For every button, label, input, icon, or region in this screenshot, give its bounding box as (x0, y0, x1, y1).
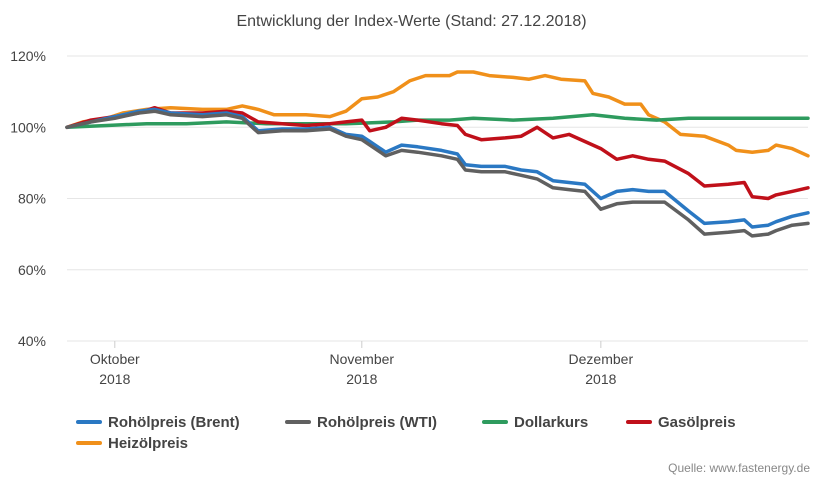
x-tick-month-1: November (330, 351, 395, 367)
y-tick-label-4: 120% (10, 48, 46, 64)
chart-title: Entwicklung der Index-Werte (Stand: 27.1… (236, 13, 586, 30)
series-line-0 (65, 70, 810, 158)
legend-label-4: Heizölpreis (108, 435, 188, 452)
source-note: Quelle: www.fastenergy.de (668, 461, 810, 475)
y-tick-label-0: 40% (18, 333, 46, 349)
x-tick-year-1: 2018 (346, 371, 377, 387)
legend: Rohölpreis (Brent) Rohölpreis (WTI) Dollar… (76, 414, 736, 452)
x-tick-year-0: 2018 (99, 371, 130, 387)
legend-label-2: Dollarkurs (514, 414, 588, 431)
series-line-2 (65, 105, 810, 201)
series-line-4 (65, 109, 810, 238)
y-tick-label-3: 100% (10, 119, 46, 135)
legend-label-3: Gasölpreis (658, 414, 736, 431)
grid-lines (67, 55, 808, 342)
x-axis-ticks: Oktober 2018 November 2018 Dezember 2018 (90, 341, 634, 387)
y-axis-ticks: 40% 60% 80% 100% 120% (10, 48, 46, 349)
x-tick-month-2: Dezember (569, 351, 634, 367)
series-line-3 (65, 107, 810, 229)
legend-label-0: Rohölpreis (Brent) (108, 414, 240, 431)
series-line-1 (65, 113, 810, 130)
x-tick-year-2: 2018 (585, 371, 616, 387)
legend-label-1: Rohölpreis (WTI) (317, 414, 437, 431)
y-tick-label-1: 60% (18, 262, 46, 278)
y-tick-label-2: 80% (18, 191, 46, 207)
x-tick-month-0: Oktober (90, 351, 140, 367)
series-lines (65, 70, 810, 238)
